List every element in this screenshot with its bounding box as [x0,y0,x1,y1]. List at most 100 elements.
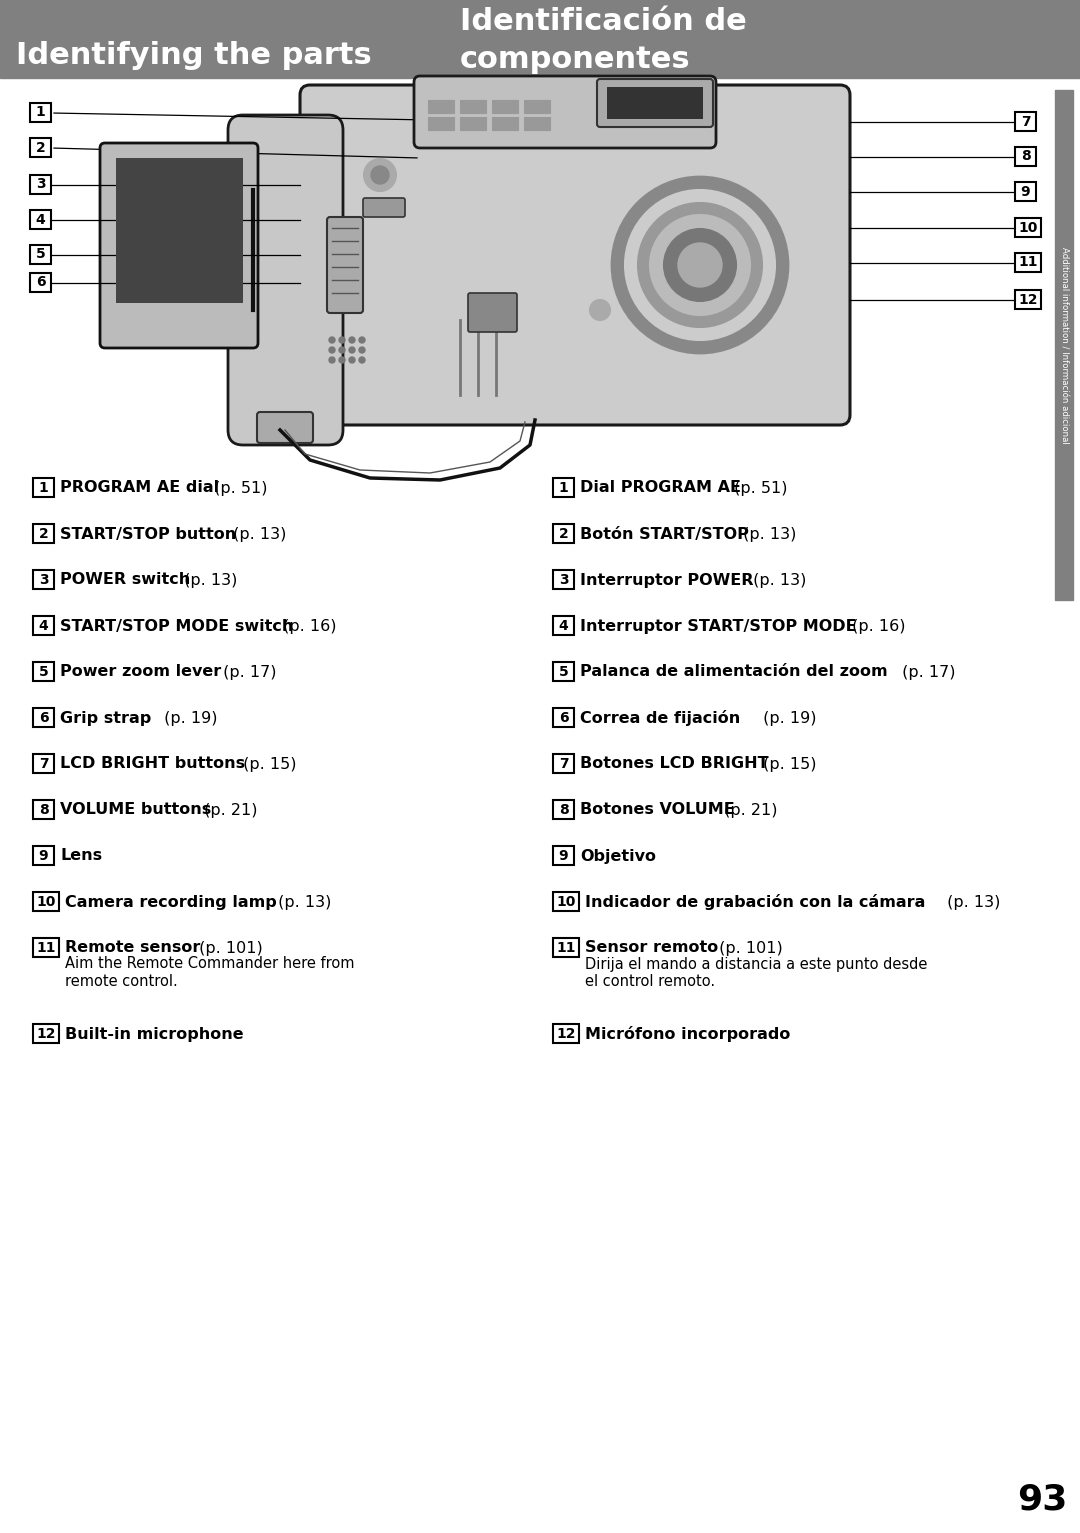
Bar [492,100,518,113]
Bar [30,175,51,195]
Bar [553,524,573,543]
Text: 93: 93 [1016,1482,1067,1518]
Text: 3: 3 [36,178,45,192]
Text: (p. 51): (p. 51) [729,480,787,495]
Text: 10: 10 [556,895,576,909]
Circle shape [359,357,365,363]
Text: 1: 1 [39,481,49,495]
Circle shape [359,337,365,343]
FancyBboxPatch shape [327,218,363,313]
Text: Built-in microphone: Built-in microphone [65,1027,244,1041]
Text: 7: 7 [558,757,568,771]
FancyBboxPatch shape [363,198,405,218]
Text: (p. 13): (p. 13) [179,572,238,587]
Text: 8: 8 [39,803,49,817]
Text: VOLUME buttons: VOLUME buttons [60,802,212,817]
Text: (p. 51): (p. 51) [208,480,267,495]
Text: 9: 9 [558,849,568,863]
Bar [553,938,579,957]
Text: remote control.: remote control. [65,975,178,989]
Circle shape [612,176,788,353]
Text: 9: 9 [39,849,49,863]
Text: 6: 6 [558,711,568,725]
Bar [33,754,54,773]
Bar [553,570,573,589]
Text: (p. 13): (p. 13) [942,894,1000,909]
FancyBboxPatch shape [228,115,343,445]
Text: 6: 6 [39,711,49,725]
Text: Lens: Lens [60,848,103,863]
Circle shape [349,337,355,343]
Bar [33,662,54,681]
FancyBboxPatch shape [257,412,313,443]
Bar [1015,290,1041,310]
Circle shape [590,300,610,320]
Text: (p. 21): (p. 21) [718,802,778,817]
Text: 3: 3 [39,573,49,587]
Text: 11: 11 [556,941,576,955]
Bar [553,754,573,773]
Text: Indicador de grabación con la cámara: Indicador de grabación con la cámara [585,894,926,911]
Text: START/STOP button: START/STOP button [60,526,237,541]
Text: 3: 3 [558,573,568,587]
Bar [1015,112,1036,130]
Bar [33,708,54,727]
Text: Aim the Remote Commander here from: Aim the Remote Commander here from [65,957,354,972]
Bar [492,117,518,130]
Text: (p. 13): (p. 13) [748,572,807,587]
Text: (p. 13): (p. 13) [739,526,797,541]
Text: 2: 2 [39,527,49,541]
Circle shape [372,166,389,184]
Bar [428,117,454,130]
Bar [30,138,51,156]
Text: 11: 11 [37,941,56,955]
Text: (p. 21): (p. 21) [199,802,257,817]
Circle shape [329,357,335,363]
Bar [33,570,54,589]
Circle shape [339,337,345,343]
Text: Sensor remoto: Sensor remoto [585,941,718,955]
Text: Dirija el mando a distancia a este punto desde: Dirija el mando a distancia a este punto… [585,957,928,972]
Text: (p. 101): (p. 101) [193,941,262,955]
Bar [428,100,454,113]
Text: 8: 8 [558,803,568,817]
Circle shape [650,215,750,314]
Circle shape [364,159,396,192]
Bar [1055,90,1074,599]
Text: (p. 17): (p. 17) [896,664,956,679]
Text: 1: 1 [558,481,568,495]
Text: 8: 8 [1021,150,1030,164]
Text: 6: 6 [36,276,45,290]
Bar [524,117,550,130]
Text: Objetivo: Objetivo [580,848,656,863]
Bar [33,1024,59,1042]
Bar [30,273,51,291]
Text: 7: 7 [39,757,49,771]
Text: 11: 11 [1018,256,1038,270]
Text: (p. 13): (p. 13) [273,894,332,909]
FancyBboxPatch shape [414,77,716,149]
Bar [553,662,573,681]
Circle shape [349,346,355,353]
Text: 4: 4 [558,619,568,633]
Text: START/STOP MODE switch: START/STOP MODE switch [60,618,294,633]
Bar [553,800,573,819]
Bar [1015,253,1041,271]
Text: 10: 10 [37,895,56,909]
Bar [553,846,573,865]
Bar [553,1024,579,1042]
Text: 4: 4 [39,619,49,633]
FancyBboxPatch shape [468,293,517,333]
Text: Interruptor POWER: Interruptor POWER [580,572,754,587]
Circle shape [339,346,345,353]
Text: 12: 12 [37,1027,56,1041]
Text: (p. 15): (p. 15) [239,756,297,771]
Bar [460,100,486,113]
Text: 1: 1 [36,106,45,120]
Text: Power zoom lever: Power zoom lever [60,664,221,679]
Text: Camera recording lamp: Camera recording lamp [65,894,276,909]
Circle shape [329,346,335,353]
Bar [30,103,51,123]
Text: el control remoto.: el control remoto. [585,975,715,989]
Text: Identifying the parts: Identifying the parts [16,40,372,69]
